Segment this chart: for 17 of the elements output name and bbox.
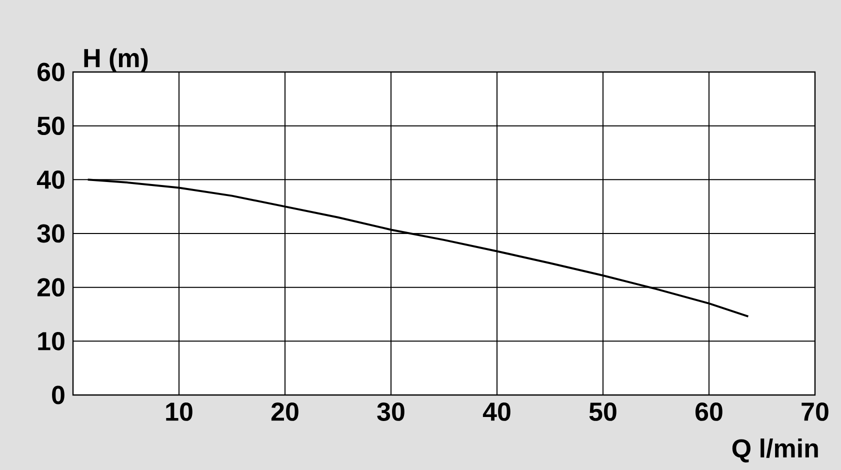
y-tick-label: 10 [38,332,64,350]
x-tick-label: 70 [802,402,828,421]
x-tick-label: 40 [482,402,510,421]
x-tick-label: 50 [589,402,616,421]
y-tick-label: 40 [36,170,64,189]
line-series [86,178,750,318]
y-tick-label: 60 [38,62,64,82]
y-tick-label: 30 [37,224,64,243]
x-tick-label: 10 [166,402,192,421]
y-tick-label: 20 [37,278,64,297]
x-tick-label: 20 [271,402,298,421]
x-axis-title: Q l/min [732,438,818,462]
y-tick-label: 50 [37,116,64,136]
x-tick-label: 60 [695,402,722,421]
y-tick-label: 0 [52,386,64,404]
y-axis-title: H (m) [84,48,148,72]
x-tick-label: 30 [377,402,404,421]
